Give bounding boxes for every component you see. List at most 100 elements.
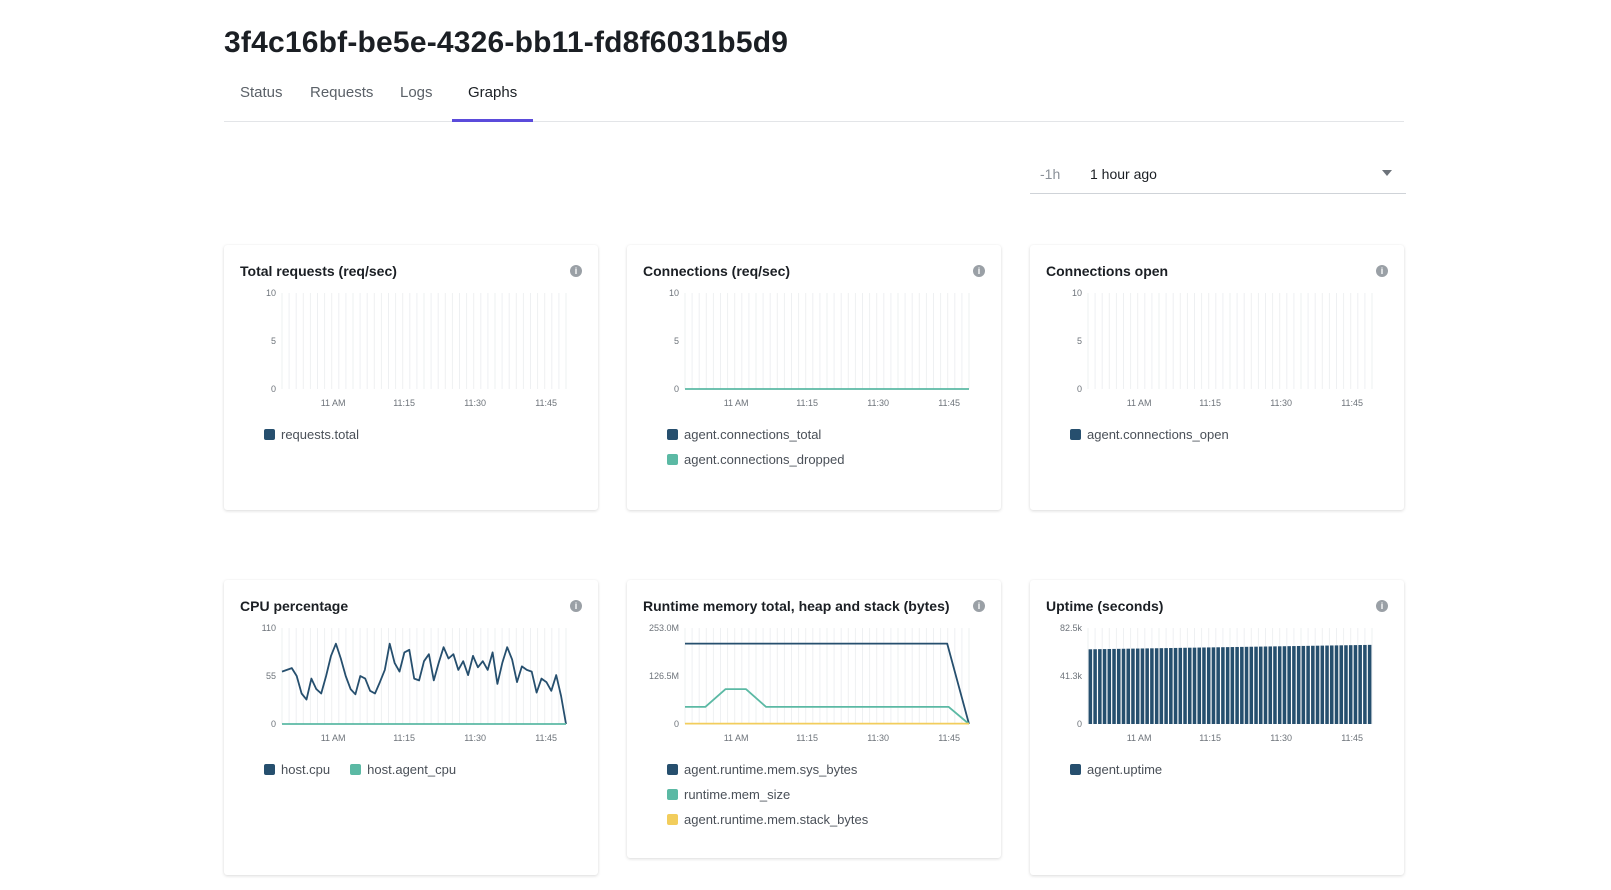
y-tick-label: 5 xyxy=(271,336,276,346)
bar xyxy=(1188,647,1192,724)
bar xyxy=(1315,645,1320,724)
chart-runtime-memory: 253.0M 126.5M 0 11 AM 11:15 11:30 11:45 xyxy=(649,623,970,743)
bar xyxy=(1173,647,1178,724)
legend-swatch xyxy=(264,429,275,440)
legend-item[interactable]: agent.runtime.mem.sys_bytes xyxy=(667,762,857,777)
chart-card-runtime-memory: Runtime memory total, heap and stack (by… xyxy=(627,580,1001,858)
chart-legend: agent.runtime.mem.sys_bytes runtime.mem_s… xyxy=(667,757,888,832)
bar xyxy=(1230,647,1235,724)
bar xyxy=(1263,646,1268,724)
y-tick-label: 110 xyxy=(262,623,276,633)
chart-title: Connections open xyxy=(1046,263,1169,279)
chart-connections: 10 5 0 11 AM 11:15 11:30 11:45 xyxy=(669,288,970,408)
bar xyxy=(1311,645,1315,724)
bar xyxy=(1330,645,1334,724)
bar xyxy=(1206,647,1211,724)
chart-legend: host.cpu host.agent_cpu xyxy=(264,757,476,782)
x-tick-label: 11:45 xyxy=(1341,398,1363,408)
x-tick-label: 11:45 xyxy=(938,398,960,408)
bar xyxy=(1140,648,1145,724)
bar xyxy=(1107,648,1112,724)
bar xyxy=(1145,648,1149,724)
bar xyxy=(1292,646,1296,724)
y-tick-label: 5 xyxy=(1077,336,1082,346)
legend-item[interactable]: agent.connections_dropped xyxy=(667,452,844,467)
y-tick-label: 0 xyxy=(271,719,276,729)
x-tick-label: 11:45 xyxy=(535,398,557,408)
x-tick-label: 11 AM xyxy=(724,398,749,408)
legend-swatch xyxy=(667,764,678,775)
tab-graphs[interactable]: Graphs xyxy=(452,84,534,122)
x-tick-label: 11:45 xyxy=(1341,733,1363,743)
legend-item[interactable]: host.agent_cpu xyxy=(350,762,456,777)
bar xyxy=(1344,645,1348,724)
legend-item[interactable]: agent.connections_open xyxy=(1070,427,1229,442)
bar xyxy=(1244,646,1249,724)
legend-item[interactable]: agent.runtime.mem.stack_bytes xyxy=(667,812,868,827)
x-tick-label: 11:30 xyxy=(867,733,889,743)
info-icon[interactable]: i xyxy=(1376,265,1388,277)
chart-card-total-requests: Total requests (req/sec) i 10 5 0 11 AM 11:1… xyxy=(224,245,598,510)
info-icon[interactable]: i xyxy=(570,600,582,612)
chart-card-uptime: Uptime (seconds) i 82.5k 41.3k 0 11 AM 11:15… xyxy=(1030,580,1404,875)
bar xyxy=(1121,648,1126,724)
legend-item[interactable]: host.cpu xyxy=(264,762,330,777)
bar xyxy=(1306,645,1310,724)
tab-status[interactable]: Status xyxy=(240,84,283,101)
info-icon[interactable]: i xyxy=(973,265,985,277)
legend-swatch xyxy=(1070,429,1081,440)
info-icon[interactable]: i xyxy=(570,265,582,277)
time-range-select[interactable]: -1h 1 hour ago xyxy=(1030,157,1406,194)
time-range-value: 1 hour ago xyxy=(1090,166,1157,182)
tab-bar: Status Requests Logs Graphs xyxy=(224,78,1404,122)
chart-title: Uptime (seconds) xyxy=(1046,598,1164,614)
bar xyxy=(1334,645,1339,724)
y-tick-label: 0 xyxy=(674,719,679,729)
bar xyxy=(1098,649,1102,724)
y-tick-label: 0 xyxy=(1077,384,1082,394)
bar xyxy=(1211,647,1216,724)
bar xyxy=(1202,647,1206,724)
x-tick-label: 11:45 xyxy=(535,733,557,743)
bar xyxy=(1221,647,1225,724)
page-title: 3f4c16bf-be5e-4326-bb11-fd8f6031b5d9 xyxy=(224,26,789,59)
chart-title: Connections (req/sec) xyxy=(643,263,791,279)
legend-swatch xyxy=(667,814,678,825)
legend-swatch xyxy=(667,454,678,465)
info-icon[interactable]: i xyxy=(1376,600,1388,612)
y-tick-label: 0 xyxy=(271,384,276,394)
tab-logs[interactable]: Logs xyxy=(400,84,433,101)
bar xyxy=(1363,644,1367,724)
bar xyxy=(1339,645,1343,724)
tab-requests[interactable]: Requests xyxy=(310,84,374,101)
series-line xyxy=(281,642,567,725)
legend-swatch xyxy=(264,764,275,775)
info-icon[interactable]: i xyxy=(973,600,985,612)
series-line xyxy=(685,642,970,725)
bar xyxy=(1178,647,1183,724)
bar xyxy=(1112,648,1116,724)
bar xyxy=(1301,645,1306,724)
bar xyxy=(1154,648,1159,724)
legend-item[interactable]: agent.uptime xyxy=(1070,762,1162,777)
chart-legend: agent.connections_open xyxy=(1070,422,1249,447)
chart-cpu: 110 55 0 11 AM 11:15 11:30 11:45 xyxy=(262,623,567,743)
x-tick-label: 11:15 xyxy=(393,733,415,743)
x-tick-label: 11:15 xyxy=(1199,398,1221,408)
legend-item[interactable]: requests.total xyxy=(264,427,359,442)
legend-item[interactable]: runtime.mem_size xyxy=(667,787,790,802)
y-tick-label: 253.0M xyxy=(649,623,679,633)
legend-item[interactable]: agent.connections_total xyxy=(667,427,821,442)
bar xyxy=(1296,645,1301,724)
x-tick-label: 11:30 xyxy=(867,398,889,408)
chart-connections-open: 10 5 0 11 AM 11:15 11:30 11:45 xyxy=(1072,288,1373,408)
bar xyxy=(1325,645,1329,724)
chart-title: Runtime memory total, heap and stack (by… xyxy=(643,598,950,614)
bar xyxy=(1169,648,1173,724)
x-tick-label: 11:15 xyxy=(393,398,415,408)
legend-label: agent.runtime.mem.stack_bytes xyxy=(684,812,869,827)
chart-card-connections: Connections (req/sec) i 10 5 0 11 AM 11:15 11… xyxy=(627,245,1001,510)
bar xyxy=(1259,646,1263,724)
y-tick-label: 41.3k xyxy=(1060,671,1083,681)
chart-legend: agent.uptime xyxy=(1070,757,1182,782)
